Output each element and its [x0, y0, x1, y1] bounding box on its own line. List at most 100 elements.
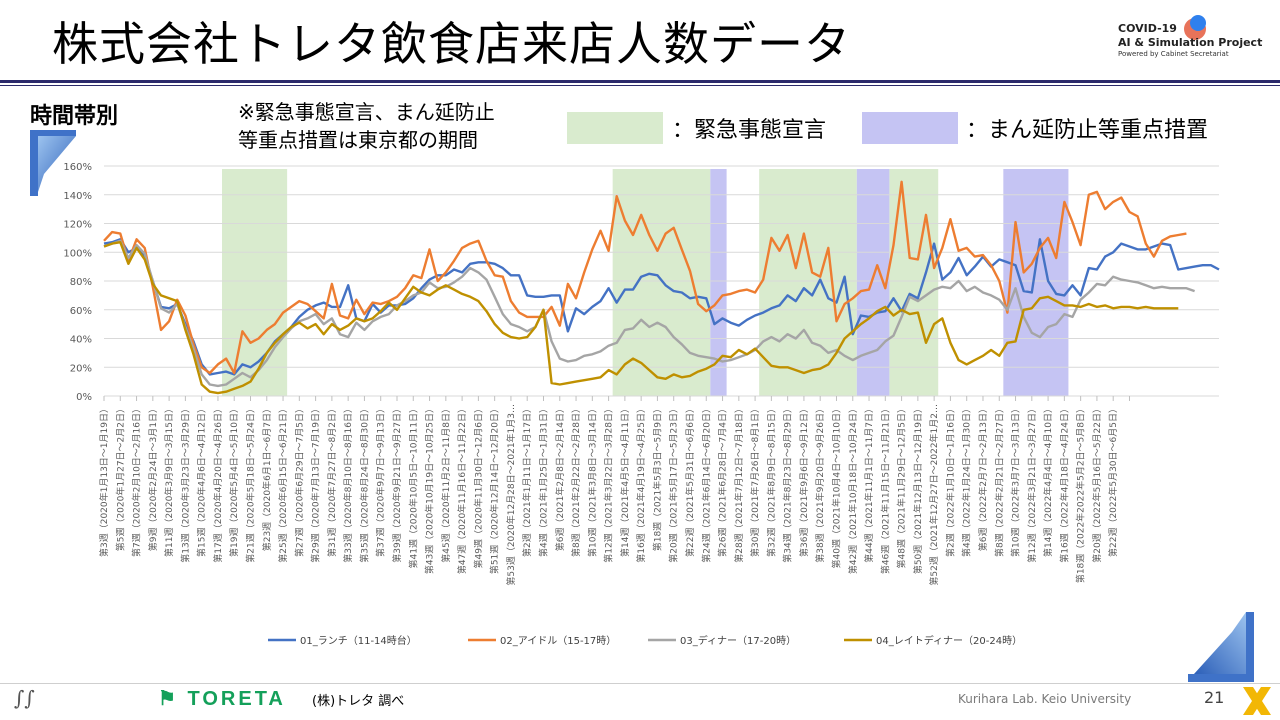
x-tick-label: 第51週（2020年12月14日～12月20日）	[489, 404, 501, 574]
x-tick-label: 第52週（2021年12月27日～2022年1月2…	[928, 404, 940, 586]
x-tick-label: 第53週（2020年12月28日～2021年1月3…	[505, 404, 517, 586]
emergency-period-band	[222, 169, 288, 396]
x-tick-label: 第36週（2021年9月6日～9月12日）	[798, 404, 810, 557]
x-tick-label: 第4週（2022年1月24日～1月30日）	[961, 404, 973, 557]
x-tick-label: 第13週（2020年3月23日～3月29日）	[179, 404, 191, 563]
period-note-line-2: 等重点措置は東京都の期間	[238, 128, 478, 152]
y-tick-label: 40%	[70, 335, 92, 346]
y-tick-label: 120%	[63, 220, 92, 231]
x-tick-label: 第31週（2020年7月27日～8月2日）	[326, 404, 338, 557]
x-tick-label: 第12週（2022年3月21日～3月27日）	[1026, 404, 1038, 563]
emergency-period-band	[759, 169, 857, 396]
x-tick-label: 第18週（2021年5月3日～5月9日）	[651, 404, 663, 551]
x-tick-label: 第24週（2021年6月14日～6月20日）	[700, 404, 712, 563]
y-tick-label: 20%	[70, 363, 92, 374]
data-source: (株)トレタ 調べ	[312, 694, 405, 709]
legend-label: 03_ディナー（17-20時）	[680, 634, 796, 647]
toreta-wordmark: TORETA	[187, 688, 286, 710]
series-line	[103, 240, 1179, 395]
x-tick-label: 第40週（2021年10月4日～10月10日）	[830, 404, 842, 568]
x-tick-label: 第28週（2021年7月12日～7月18日）	[733, 404, 745, 563]
x-tick-label: 第14週（2022年4月4日～4月10日）	[1042, 404, 1054, 557]
x-tick-label: 第6週（2022年2月7日～2月13日）	[977, 404, 989, 551]
x-tick-label: 第20週（2021年5月17日～5月23日）	[668, 404, 680, 563]
x-tick-label: 第25週（2020年6月15日～6月21日）	[277, 404, 289, 563]
x-tick-label: 第2週（2022年1月10日～1月16日）	[944, 404, 956, 557]
period-note: ※緊急事態宣言、まん延防止 等重点措置は東京都の期間	[238, 98, 495, 154]
series-line	[103, 239, 1196, 388]
logo-line-3: Powered by Cabinet Secretariat	[1118, 50, 1229, 58]
x-tick-label: 第47週（2020年11月16日～11月22日）	[456, 404, 468, 574]
x-tick-label: 第43週（2020年10月19日～10月25日）	[424, 404, 436, 574]
x-tick-label: 第48週（2021年11月29日～12月5日）	[896, 404, 908, 568]
x-tick-label: 第35週（2020年8月24日～8月30日）	[358, 404, 370, 563]
x-tick-label: 第10週（2022年3月7日～3月13日）	[1010, 404, 1022, 557]
x-tick-label: 第16週（2022年4月18日～4月24日）	[1058, 404, 1070, 563]
x-tick-label: 第23週（2020年6月1日～6月7日）	[261, 404, 273, 551]
x-tick-label: 第3週（2020年1月13日～1月19日）	[98, 404, 110, 557]
legend-label: 02_アイドル（15-17時）	[500, 635, 616, 647]
page-number: 21	[1204, 688, 1225, 707]
covid-project-logo: COVID-19 AI & Simulation Project Powered…	[1118, 22, 1278, 72]
x-tick-label: 第7週（2020年2月10日～2月16日）	[131, 404, 143, 557]
x-logo-icon	[1243, 687, 1271, 715]
x-tick-label: 第32週（2021年8月9日～8月15日）	[765, 404, 777, 557]
x-tick-label: 第41週（2020年10月5日～10月11日）	[407, 404, 419, 568]
x-tick-label: 第38週（2021年9月20日～9月26日）	[814, 404, 826, 563]
x-tick-label: 第19週（2020年5月4日～5月10日）	[228, 404, 240, 557]
y-tick-label: 100%	[63, 248, 92, 259]
x-tick-label: 第22週（2021年5月31日～6月6日）	[684, 404, 696, 557]
page-title: 株式会社トレタ飲食店来店人数データ	[52, 17, 851, 71]
corner-decoration-icon	[30, 130, 76, 196]
x-tick-label: 第37週（2020年9月7日～9月13日）	[375, 404, 387, 557]
x-tick-label: 第2週（2021年1月11日～1月17日）	[521, 404, 533, 557]
toreta-logo: ⚑ TORETA	[158, 686, 286, 711]
x-tick-label: 第39週（2020年9月21日～9月27日）	[391, 404, 403, 563]
x-tick-label: 第34週（2021年8月23日～8月29日）	[782, 404, 794, 563]
corner-decoration-bottom-icon	[1188, 612, 1254, 682]
x-tick-label: 第29週（2020年7月13日～7月19日）	[310, 404, 322, 563]
x-tick-label: 第9週（2020年2月24日～3月1日）	[147, 404, 159, 551]
priority-period-band	[1003, 169, 1069, 396]
legend-label: 01_ランチ（11-14時台）	[300, 634, 417, 647]
x-tick-label: 第33週（2020年8月10日～8月16日）	[342, 404, 354, 563]
visitor-chart: 0% 20% 40% 60% 80% 100% 120% 140% 160% 第3週（2020年1…	[63, 162, 1220, 647]
legend-label: 04_レイトディナー（20-24時）	[876, 634, 1022, 647]
x-tick-label: 第44週（2021年11月1日～11月7日）	[863, 404, 875, 563]
header-rule-thin	[0, 85, 1280, 86]
logo-line-1: COVID-19	[1118, 22, 1177, 35]
x-tick-label: 第46週（2021年11月15日～11月21日）	[879, 404, 891, 574]
x-tick-label: 第26週（2021年6月28日～7月4日）	[717, 404, 729, 557]
x-tick-label: 第18週（2022年2022年5月2日～5月8日）	[1075, 404, 1087, 583]
x-tick-label: 第12週（2021年3月22日～3月28日）	[603, 404, 615, 563]
x-tick-label: 第20週（2022年5月16日～5月22日）	[1091, 404, 1103, 563]
y-tick-label: 60%	[70, 306, 92, 317]
emergency-legend-label: ：緊急事態宣言	[672, 118, 827, 143]
x-tick-label: 第42週（2021年10月18日～10月24日）	[847, 404, 859, 574]
x-tick-label: 第49週（2020年11月30日～12月6日）	[472, 404, 484, 568]
logo-line-2: AI & Simulation Project	[1118, 36, 1263, 49]
chart-subtitle: 時間帯別	[30, 104, 119, 129]
y-tick-label: 80%	[70, 277, 92, 288]
priority-legend-label: ：まん延防止等重点措置	[966, 118, 1209, 143]
x-tick-label: 第10週（2021年3月8日～3月14日）	[586, 404, 598, 557]
header-rule	[0, 80, 1280, 83]
period-note-line-1: ※緊急事態宣言、まん延防止	[238, 100, 495, 124]
x-tick-label: 第50週（2021年12月13日～12月19日）	[912, 404, 924, 574]
logo-dot-blue	[1190, 15, 1206, 31]
x-tick-label: 第27週（2020年6月29日～7月5日）	[293, 404, 305, 557]
y-tick-label: 0%	[76, 392, 92, 403]
x-tick-label: 第4週（2021年1月25日～1月31日）	[537, 404, 549, 557]
x-tick-label: 第30週（2021年7月26日～8月1日）	[749, 404, 761, 557]
x-tick-label: 第6週（2021年2月8日～2月14日）	[554, 404, 566, 551]
x-tick-label: 第16週（2021年4月19日～4月25日）	[635, 404, 647, 563]
y-tick-label: 140%	[63, 191, 92, 202]
x-tick-label: 第17週（2020年4月20日～4月26日）	[212, 404, 224, 563]
y-tick-label: 160%	[63, 162, 92, 173]
emergency-period-band	[889, 169, 939, 396]
lab-credit: Kurihara Lab. Keio University	[958, 692, 1132, 706]
x-tick-label: 第14週（2021年4月5日～4月11日）	[619, 404, 631, 557]
x-tick-label: 第15週（2020年4月6日～4月12日）	[196, 404, 208, 557]
ai-lab-logo-icon: ∫∫	[14, 686, 35, 710]
x-tick-label: 第8週（2022年2月21日～2月27日）	[993, 404, 1005, 557]
